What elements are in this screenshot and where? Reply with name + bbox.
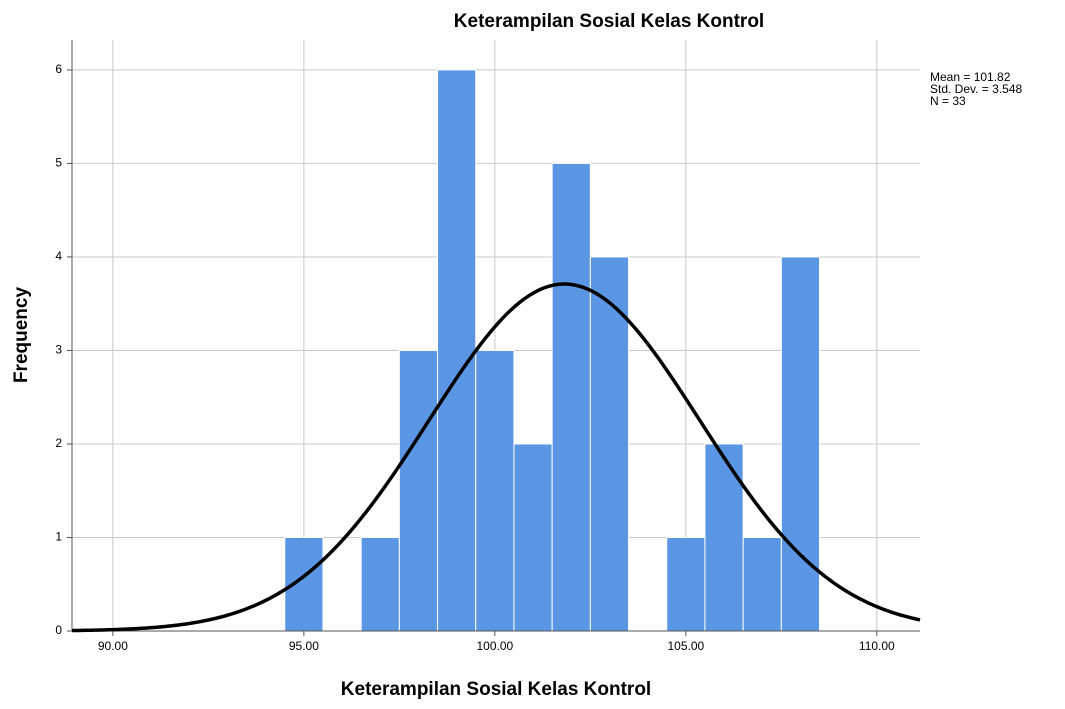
y-tick-label: 1 xyxy=(55,530,62,544)
y-axis-label: Frequency xyxy=(11,287,32,384)
annotation: Std. Dev. = 3.548 xyxy=(930,82,1022,96)
bar xyxy=(475,349,515,632)
y-tick-label: 3 xyxy=(55,343,62,357)
bar xyxy=(437,69,477,632)
y-tick-label: 0 xyxy=(55,623,62,637)
bar xyxy=(666,536,706,632)
bar xyxy=(742,536,782,632)
x-tick-label: 105.00 xyxy=(667,639,704,653)
bar xyxy=(589,256,630,632)
y-tick-label: 2 xyxy=(55,436,62,450)
bar xyxy=(513,443,553,632)
annotation: N = 33 xyxy=(930,94,966,108)
chart-title: Keterampilan Sosial Kelas Kontrol xyxy=(454,11,764,32)
bar xyxy=(551,162,591,632)
x-tick-label: 90.00 xyxy=(98,639,128,653)
bar xyxy=(360,536,400,632)
x-axis-label: Keterampilan Sosial Kelas Kontrol xyxy=(341,679,651,700)
x-tick-label: 110.00 xyxy=(859,639,895,653)
annotation: Mean = 101.82 xyxy=(930,70,1011,84)
y-tick-label: 4 xyxy=(55,249,62,263)
y-tick-label: 6 xyxy=(55,62,62,76)
bar xyxy=(398,349,439,632)
normal-curve xyxy=(71,282,921,633)
y-tick-label: 5 xyxy=(55,156,62,170)
bar xyxy=(780,256,821,632)
x-tick-label: 100.00 xyxy=(477,639,514,653)
bar xyxy=(704,443,744,632)
x-tick-label: 95.00 xyxy=(289,639,319,653)
